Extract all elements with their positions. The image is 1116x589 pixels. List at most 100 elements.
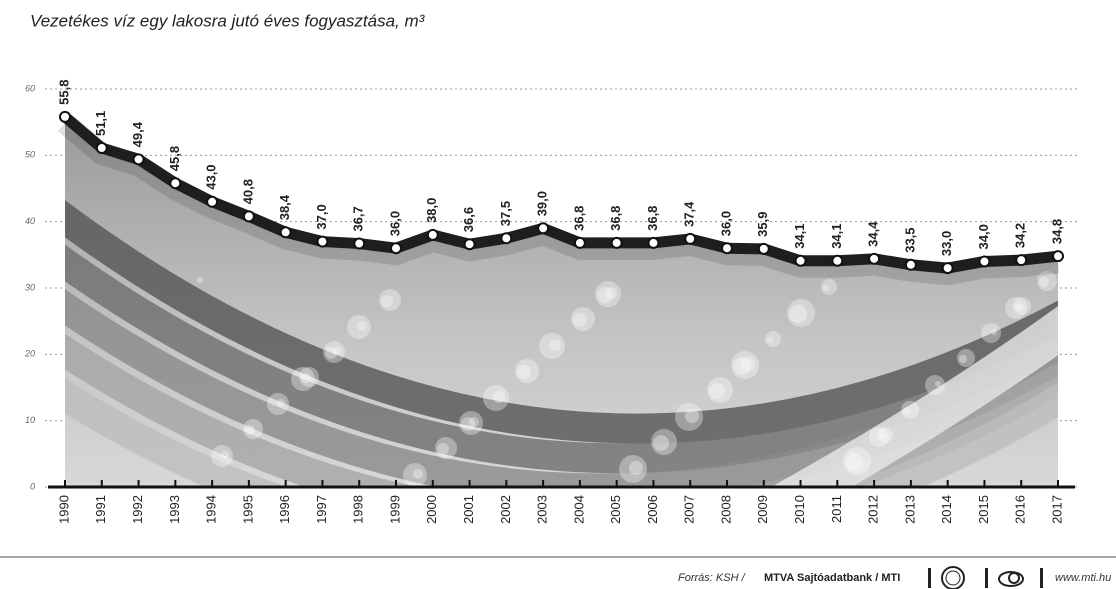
point — [943, 263, 953, 273]
point — [722, 243, 732, 253]
x-tick-label: 1998 — [351, 495, 366, 524]
bubble — [903, 407, 911, 415]
bubble — [539, 333, 565, 359]
x-tick-label: 2015 — [976, 495, 991, 524]
bubble — [483, 385, 509, 411]
value-label: 40,8 — [240, 179, 255, 204]
x-tick-label: 1994 — [204, 495, 219, 524]
x-tick-label: 2005 — [608, 495, 623, 524]
x-tick-label: 2003 — [535, 495, 550, 524]
bubble — [925, 375, 945, 395]
y-tick-label: 40 — [25, 216, 35, 226]
x-tick-label: 2014 — [939, 495, 954, 524]
bubble — [517, 365, 531, 379]
x-tick-label: 2012 — [866, 495, 881, 524]
logos — [928, 567, 1043, 589]
point — [796, 256, 806, 266]
bubble — [789, 305, 807, 323]
x-tick-label: 2009 — [755, 495, 770, 524]
point — [244, 211, 254, 221]
bubble — [959, 355, 967, 363]
point — [906, 260, 916, 270]
point — [391, 243, 401, 253]
value-label: 34,1 — [792, 223, 807, 248]
value-label: 34,1 — [829, 223, 844, 248]
bubble — [573, 313, 587, 327]
value-label: 49,4 — [130, 121, 145, 147]
point — [832, 256, 842, 266]
value-label: 36,0 — [718, 211, 733, 236]
value-label: 33,5 — [902, 227, 917, 252]
x-tick-label: 1995 — [240, 495, 255, 524]
point — [759, 244, 769, 254]
value-label: 34,0 — [976, 224, 991, 249]
value-label: 37,5 — [498, 201, 513, 226]
point — [575, 238, 585, 248]
point — [538, 223, 548, 233]
bubble — [461, 417, 475, 431]
point — [869, 254, 879, 264]
bubble — [733, 357, 751, 375]
bubble — [325, 347, 337, 359]
y-tick-label: 60 — [25, 83, 35, 93]
bubble — [869, 427, 889, 447]
value-label: 55,8 — [56, 80, 71, 105]
x-tick-label: 2011 — [829, 495, 844, 523]
bubble — [197, 277, 203, 283]
point — [501, 233, 511, 243]
x-tick-label: 2004 — [571, 495, 586, 524]
bubble — [1005, 297, 1027, 319]
value-label: 36,7 — [351, 206, 366, 231]
point — [1016, 255, 1026, 265]
bubble — [1039, 277, 1049, 287]
bubble — [267, 393, 289, 415]
bubble — [245, 425, 255, 435]
bubble — [291, 367, 315, 391]
value-label: 36,8 — [645, 206, 660, 231]
point — [317, 237, 327, 247]
point — [648, 238, 658, 248]
bubble — [211, 445, 233, 467]
website: www.mti.hu — [1055, 572, 1111, 584]
point — [60, 112, 70, 122]
value-label: 34,2 — [1013, 223, 1028, 248]
value-label: 37,4 — [682, 201, 697, 227]
point — [685, 234, 695, 244]
y-tick-label: 0 — [30, 481, 35, 491]
point — [612, 238, 622, 248]
y-tick-label: 30 — [25, 282, 35, 292]
value-label: 38,0 — [424, 198, 439, 223]
x-tick-label: 2000 — [424, 495, 439, 524]
x-tick-label: 1991 — [93, 495, 108, 524]
bubble — [437, 443, 449, 455]
x-tick-label: 2008 — [718, 495, 733, 524]
value-label: 43,0 — [204, 164, 219, 189]
x-tick-label: 2007 — [682, 495, 697, 524]
point — [207, 197, 217, 207]
x-tick-label: 1990 — [56, 495, 71, 524]
x-tick-label: 2001 — [461, 495, 476, 524]
value-label: 33,0 — [939, 231, 954, 256]
bubble — [709, 383, 725, 399]
x-tick-label: 1996 — [277, 495, 292, 524]
point — [428, 230, 438, 240]
x-tick-label: 2002 — [498, 495, 513, 524]
chart: Vezetékes víz egy lakosra jutó éves fogy… — [0, 0, 1116, 589]
value-label: 34,4 — [866, 221, 881, 247]
value-label: 36,0 — [387, 211, 402, 236]
value-label: 34,8 — [1049, 219, 1064, 244]
value-label: 37,0 — [314, 204, 329, 229]
bubble — [845, 453, 863, 471]
point — [465, 239, 475, 249]
bubble — [653, 435, 669, 451]
x-tick-label: 2006 — [645, 495, 660, 524]
value-label: 38,4 — [277, 194, 292, 220]
x-tick-label: 1997 — [314, 495, 329, 524]
x-tick-label: 1993 — [167, 495, 182, 524]
bubble — [823, 285, 829, 291]
y-tick-label: 10 — [25, 415, 35, 425]
bubble — [767, 337, 773, 343]
x-tick-label: 2017 — [1049, 495, 1064, 524]
x-tick-label: 1999 — [387, 495, 402, 524]
value-label: 51,1 — [93, 111, 108, 136]
